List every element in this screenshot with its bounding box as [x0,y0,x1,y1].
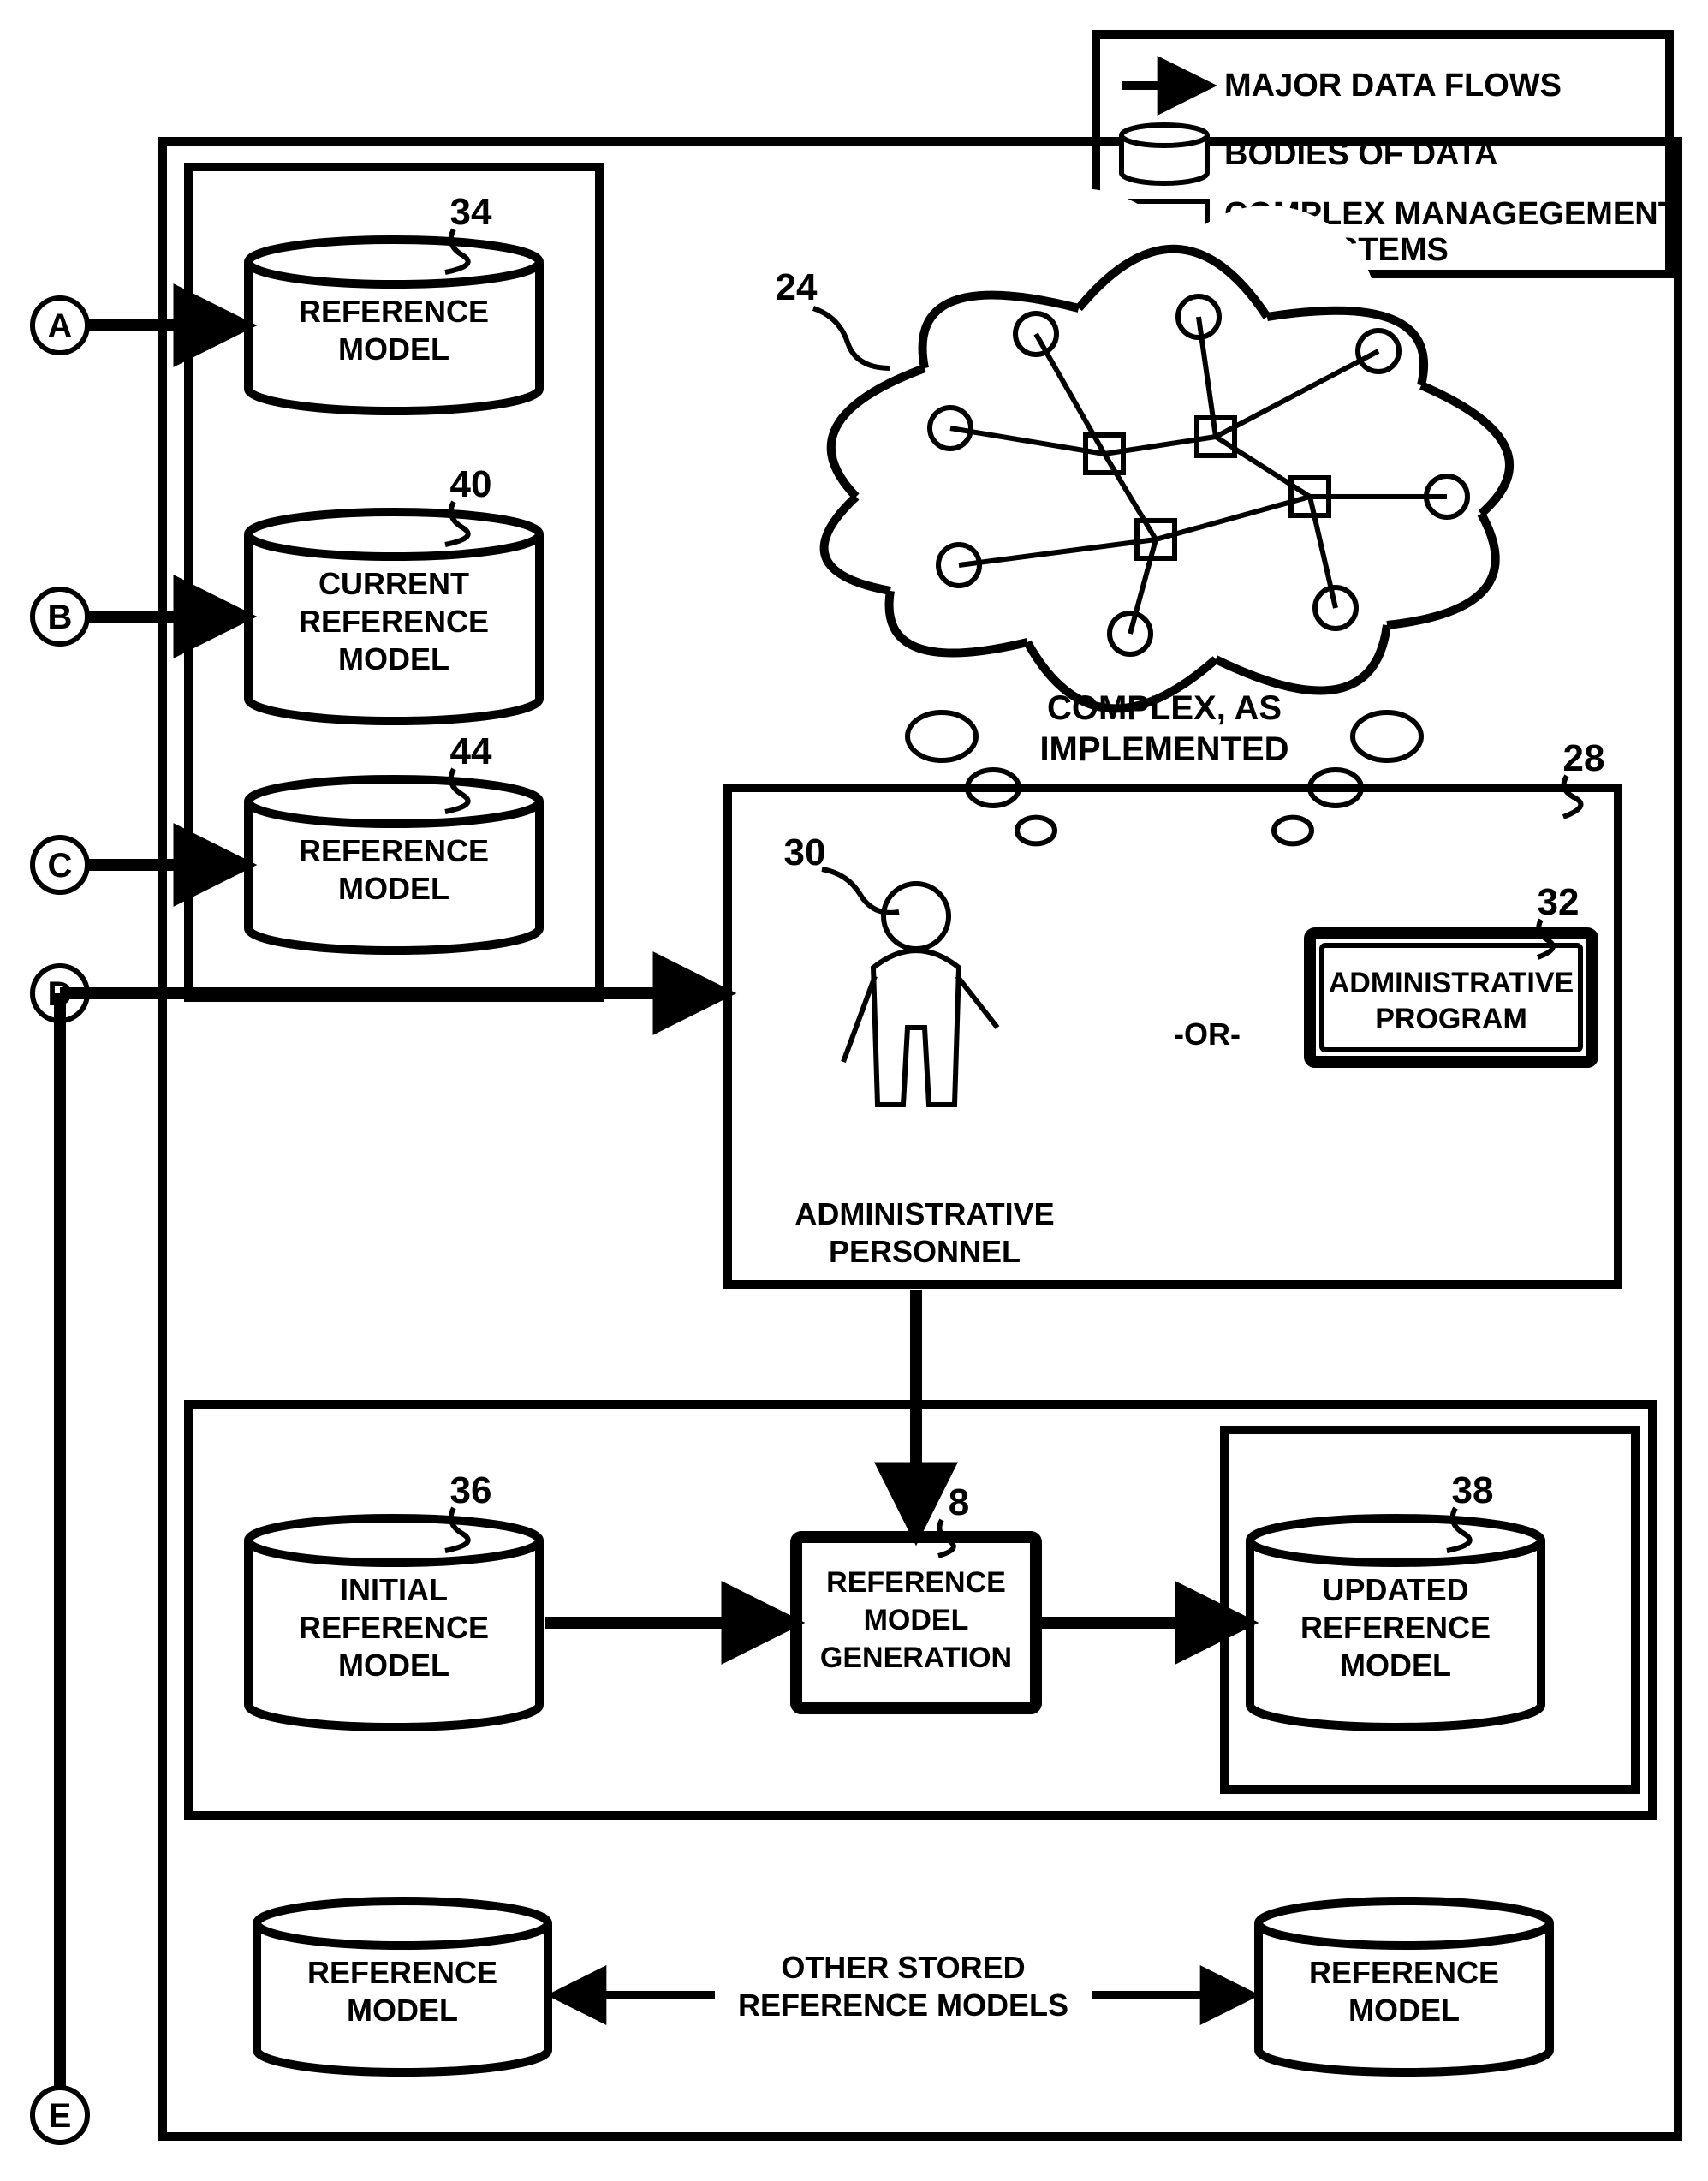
svg-text:REFERENCE: REFERENCE [299,294,489,329]
entry-A: A [33,298,87,353]
svg-text:40: 40 [450,463,492,505]
svg-text:REFERENCE MODELS: REFERENCE MODELS [738,1987,1068,2023]
svg-text:MODEL: MODEL [1348,1993,1460,2028]
svg-text:C: C [48,847,73,885]
cyl-reference-model-44: REFERENCEMODEL 44 [248,730,539,950]
svg-text:IMPLEMENTED: IMPLEMENTED [1039,730,1288,768]
svg-text:MODEL: MODEL [338,871,449,906]
svg-text:OTHER STORED: OTHER STORED [781,1950,1025,1985]
svg-text:REFERENCE: REFERENCE [299,833,489,868]
svg-text:MODEL: MODEL [338,1648,449,1683]
svg-text:CURRENT: CURRENT [318,566,469,601]
entry-E: E [33,2088,87,2142]
svg-text:COMPLEX, AS: COMPLEX, AS [1047,689,1282,727]
svg-text:38: 38 [1452,1469,1494,1511]
svg-text:28: 28 [1563,737,1605,779]
svg-text:REFERENCE: REFERENCE [826,1566,1006,1599]
svg-text:E: E [49,2097,72,2135]
svg-text:REFERENCE: REFERENCE [299,604,489,639]
cyl-reference-model-34: REFERENCEMODEL 34 [248,191,539,411]
cyl-current-reference-model-40: CURRENTREFERENCEMODEL 40 [248,463,539,721]
svg-text:BODIES OF DATA: BODIES OF DATA [1224,136,1497,172]
svg-text:32: 32 [1538,881,1580,923]
svg-text:MODEL: MODEL [338,331,449,366]
diagram-canvas: MAJOR DATA FLOWSBODIES OF DATACOMPLEX MA… [0,0,1708,2177]
cyl-other-ref-right: REFERENCEMODEL [1259,1901,1550,2072]
svg-text:ADMINISTRATIVE: ADMINISTRATIVE [794,1196,1054,1231]
svg-text:MAJOR DATA FLOWS: MAJOR DATA FLOWS [1224,68,1562,104]
svg-text:REFERENCE: REFERENCE [1309,1955,1499,1990]
svg-text:MODEL: MODEL [864,1604,969,1636]
svg-text:30: 30 [784,831,826,873]
svg-text:8: 8 [949,1481,969,1523]
entry-B: B [33,589,87,644]
svg-text:34: 34 [450,191,492,233]
svg-text:PERSONNEL: PERSONNEL [829,1234,1021,1269]
cyl-other-ref-left: REFERENCEMODEL [257,1901,548,2072]
svg-text:24: 24 [776,266,818,308]
person-icon [843,884,997,1105]
svg-text:MODEL: MODEL [1340,1648,1451,1683]
svg-text:REFERENCE: REFERENCE [1300,1610,1491,1645]
svg-text:-OR-: -OR- [1174,1016,1241,1052]
svg-text:A: A [48,307,73,345]
svg-text:UPDATED: UPDATED [1322,1572,1468,1607]
svg-text:B: B [48,599,73,636]
svg-text:GENERATION: GENERATION [820,1642,1012,1674]
cyl-initial-reference-model: INITIALREFERENCEMODEL 36 [248,1469,539,1727]
svg-text:MODEL: MODEL [347,1993,458,2028]
cloud-complex: 24 COMPLEX, ASIMPLEMENTED [762,188,1575,843]
svg-text:INITIAL: INITIAL [340,1572,448,1607]
svg-text:PROGRAM: PROGRAM [1375,1003,1527,1035]
cyl-updated-reference-model: UPDATEDREFERENCEMODEL 38 [1250,1469,1541,1727]
svg-text:ADMINISTRATIVE: ADMINISTRATIVE [1329,967,1574,999]
svg-text:44: 44 [450,730,492,772]
svg-text:REFERENCE: REFERENCE [299,1610,489,1645]
svg-text:36: 36 [450,1469,492,1511]
entry-C: C [33,837,87,892]
svg-text:MODEL: MODEL [338,641,449,676]
svg-text:REFERENCE: REFERENCE [307,1955,497,1990]
